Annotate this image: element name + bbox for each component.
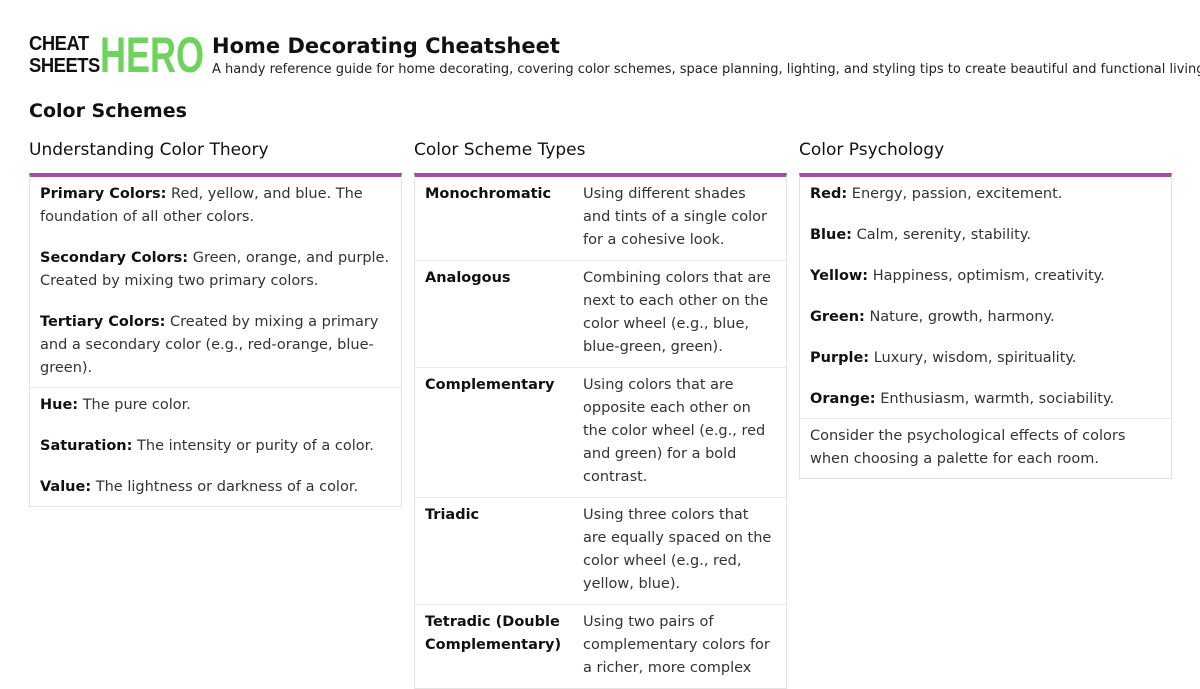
- definition-term: Orange:: [810, 391, 876, 407]
- table-row: Analogous Combining colors that are next …: [415, 260, 786, 367]
- definition-item: Red: Energy, passion, excitement.: [810, 183, 1161, 206]
- color-theory-card: Primary Colors: Red, yellow, and blue. T…: [29, 173, 402, 507]
- table-row: Complementary Using colors that are oppos…: [415, 367, 786, 497]
- definition-item: Blue: Calm, serenity, stability.: [810, 224, 1161, 247]
- logo-hero: HERO: [100, 27, 205, 83]
- definition-term: Primary Colors:: [40, 186, 167, 202]
- color-psychology-card: Red: Energy, passion, excitement. Blue: C…: [799, 173, 1172, 479]
- card-title: Color Scheme Types: [414, 140, 586, 160]
- scheme-name: Tetradic (Double Complementary): [425, 614, 562, 653]
- definition-term: Red:: [810, 186, 848, 202]
- definition-term: Tertiary Colors:: [40, 314, 166, 330]
- definition-text: The pure color.: [78, 397, 191, 413]
- logo-line2: SHEETS: [29, 55, 100, 77]
- definition-text: Happiness, optimism, creativity.: [868, 268, 1105, 284]
- table-row: Tetradic (Double Complementary) Using two…: [415, 604, 786, 688]
- color-theory-column: Understanding Color Theory Primary Color…: [29, 140, 402, 507]
- definition-text: The intensity or purity of a color.: [132, 438, 374, 454]
- definition-item: Saturation: The intensity or purity of a…: [40, 435, 391, 458]
- table-row: Monochromatic Using different shades and …: [415, 177, 786, 260]
- definition-term: Green:: [810, 309, 865, 325]
- definition-term: Value:: [40, 479, 92, 495]
- definition-item: Tertiary Colors: Created by mixing a pri…: [40, 311, 391, 380]
- definition-term: Blue:: [810, 227, 852, 243]
- scheme-name: Triadic: [425, 507, 480, 523]
- definition-item: Secondary Colors: Green, orange, and pur…: [40, 247, 391, 293]
- definition-term: Yellow:: [810, 268, 869, 284]
- definition-item: Value: The lightness or darkness of a co…: [40, 476, 391, 499]
- definition-item: Hue: The pure color.: [40, 394, 391, 417]
- scheme-name: Analogous: [425, 270, 511, 286]
- definition-term: Purple:: [810, 350, 870, 366]
- definition-text: Nature, growth, harmony.: [864, 309, 1055, 325]
- scheme-types-column: Color Scheme Types Monochromatic Using di…: [414, 140, 787, 689]
- definition-text: Green, orange, and purple. Created by mi…: [40, 250, 390, 289]
- scheme-description: Combining colors that are next to each o…: [583, 270, 771, 355]
- definition-item: Purple: Luxury, wisdom, spirituality.: [810, 347, 1161, 370]
- section-title: Color Schemes: [29, 100, 187, 122]
- definition-text: Red, yellow, and blue. The foundation of…: [40, 186, 363, 225]
- table-row: Triadic Using three colors that are equal…: [415, 497, 786, 604]
- page-header: CHEAT SHEETS HERO Home Decorating Cheatsh…: [29, 27, 1200, 83]
- card-title: Color Psychology: [799, 140, 945, 160]
- logo-line1: CHEAT: [29, 33, 89, 55]
- definition-term: Saturation:: [40, 438, 133, 454]
- definition-text: Energy, passion, excitement.: [847, 186, 1063, 202]
- definition-text: Enthusiasm, warmth, sociability.: [875, 391, 1115, 407]
- scheme-description: Using three colors that are equally spac…: [583, 507, 772, 592]
- definition-item: Green: Nature, growth, harmony.: [810, 306, 1161, 329]
- definition-text: Calm, serenity, stability.: [851, 227, 1031, 243]
- definition-item: Primary Colors: Red, yellow, and blue. T…: [40, 183, 391, 229]
- scheme-description: Using different shades and tints of a si…: [583, 186, 767, 248]
- color-psychology-column: Color Psychology Red: Energy, passion, e…: [799, 140, 1172, 479]
- definition-term: Hue:: [40, 397, 79, 413]
- definition-text: Luxury, wisdom, spirituality.: [869, 350, 1077, 366]
- definition-text: The lightness or darkness of a color.: [91, 479, 359, 495]
- scheme-name: Monochromatic: [425, 186, 552, 202]
- definition-term: Secondary Colors:: [40, 250, 189, 266]
- scheme-types-card: Monochromatic Using different shades and …: [414, 173, 787, 689]
- cheatsheets-hero-logo[interactable]: CHEAT SHEETS HERO: [29, 27, 205, 83]
- scheme-description: Using colors that are opposite each othe…: [583, 377, 766, 485]
- page-subtitle: A handy reference guide for home decorat…: [212, 61, 1200, 77]
- card-title: Understanding Color Theory: [29, 140, 269, 160]
- scheme-name: Complementary: [425, 377, 555, 393]
- definition-item: Orange: Enthusiasm, warmth, sociability.: [810, 388, 1161, 411]
- definition-text: Created by mixing a primary and a second…: [40, 314, 379, 376]
- scheme-description: Using two pairs of complementary colors …: [583, 614, 770, 676]
- definition-item: Yellow: Happiness, optimism, creativity.: [810, 265, 1161, 288]
- psychology-note: Consider the psychological effects of co…: [810, 428, 1126, 467]
- page-title: Home Decorating Cheatsheet: [212, 33, 560, 58]
